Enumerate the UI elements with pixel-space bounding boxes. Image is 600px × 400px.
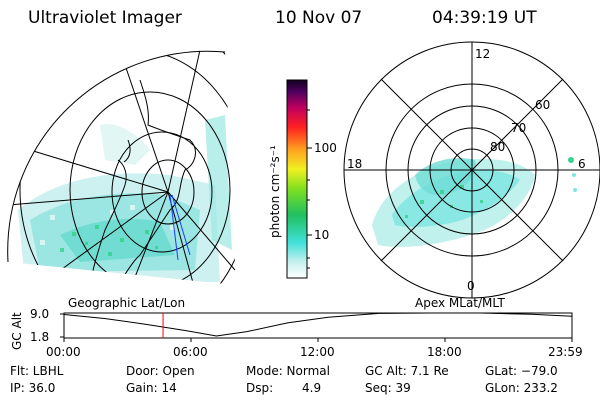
geographic-image: [7, 51, 237, 286]
status-dsp-label: Dsp:: [246, 381, 274, 395]
status-filter: Flt: LBHL: [10, 364, 64, 378]
colorbar-tick-100: 100: [314, 141, 337, 155]
status-ip: IP: 36.0: [10, 381, 56, 395]
altitude-timeline: [60, 312, 573, 342]
timeline-left-title: Geographic Lat/Lon: [68, 296, 186, 310]
timeline-axis-label: GC Alt: [10, 312, 24, 350]
colorbar: [286, 79, 312, 279]
altitude-curve: [63, 312, 573, 337]
date-label: 10 Nov 07: [275, 8, 363, 28]
time-label: 04:39:19 UT: [432, 8, 537, 28]
colorbar-tick-10: 10: [314, 228, 330, 242]
mlt-label-18: 18: [347, 157, 363, 171]
status-gain: Gain: 14: [126, 381, 177, 395]
timeline-xtick-1: 06:00: [173, 345, 208, 359]
status-dsp-value: 4.9: [302, 381, 322, 395]
status-door: Door: Open: [126, 364, 195, 378]
mlt-label-0: 0: [467, 279, 475, 293]
timeline-right-title: Apex MLat/MLT: [415, 296, 505, 310]
timeline-xtick-4: 23:59: [548, 345, 583, 359]
timeline-ytick-top: 9.0: [30, 307, 50, 321]
status-mode: Mode: Normal: [246, 364, 330, 378]
timeline-ytick-bottom: 1.8: [30, 330, 50, 344]
lat-label-60: 60: [535, 98, 551, 112]
status-glat: GLat: −79.0: [485, 364, 558, 378]
timeline-xtick-2: 12:00: [300, 345, 335, 359]
status-gc-alt: GC Alt: 7.1 Re: [365, 364, 449, 378]
lat-label-80: 80: [490, 140, 506, 154]
timeline-xtick-0: 00:00: [46, 345, 81, 359]
colorbar-unit-label: photon cm⁻²s⁻¹: [268, 145, 282, 238]
mlt-label-12: 12: [475, 47, 491, 61]
instrument-title: Ultraviolet Imager: [28, 8, 182, 28]
polar-plot: [343, 41, 600, 299]
timeline-xtick-3: 18:00: [427, 345, 462, 359]
status-glon: GLon: 233.2: [485, 381, 558, 395]
lat-label-70: 70: [511, 121, 527, 135]
mlt-label-6: 6: [578, 157, 586, 171]
status-seq: Seq: 39: [365, 381, 411, 395]
earth-limb: [7, 50, 226, 263]
